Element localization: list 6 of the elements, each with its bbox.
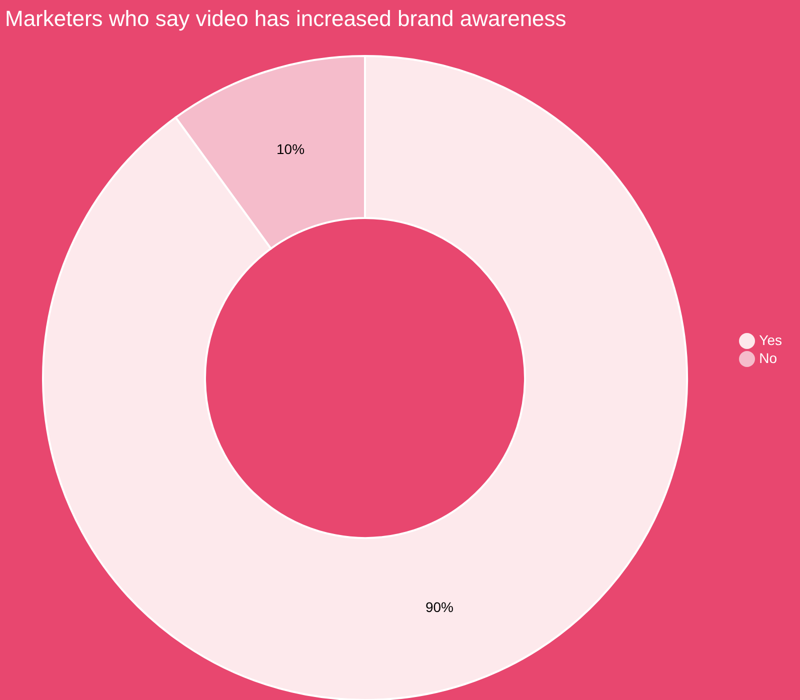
legend-label: No [759, 350, 778, 366]
donut-slice [42, 55, 688, 700]
data-label: 90% [425, 599, 454, 616]
data-label: 10% [276, 140, 305, 157]
legend-label: Yes [759, 332, 782, 348]
chart-title: Marketers who say video has increased brand awareness [5, 6, 566, 32]
